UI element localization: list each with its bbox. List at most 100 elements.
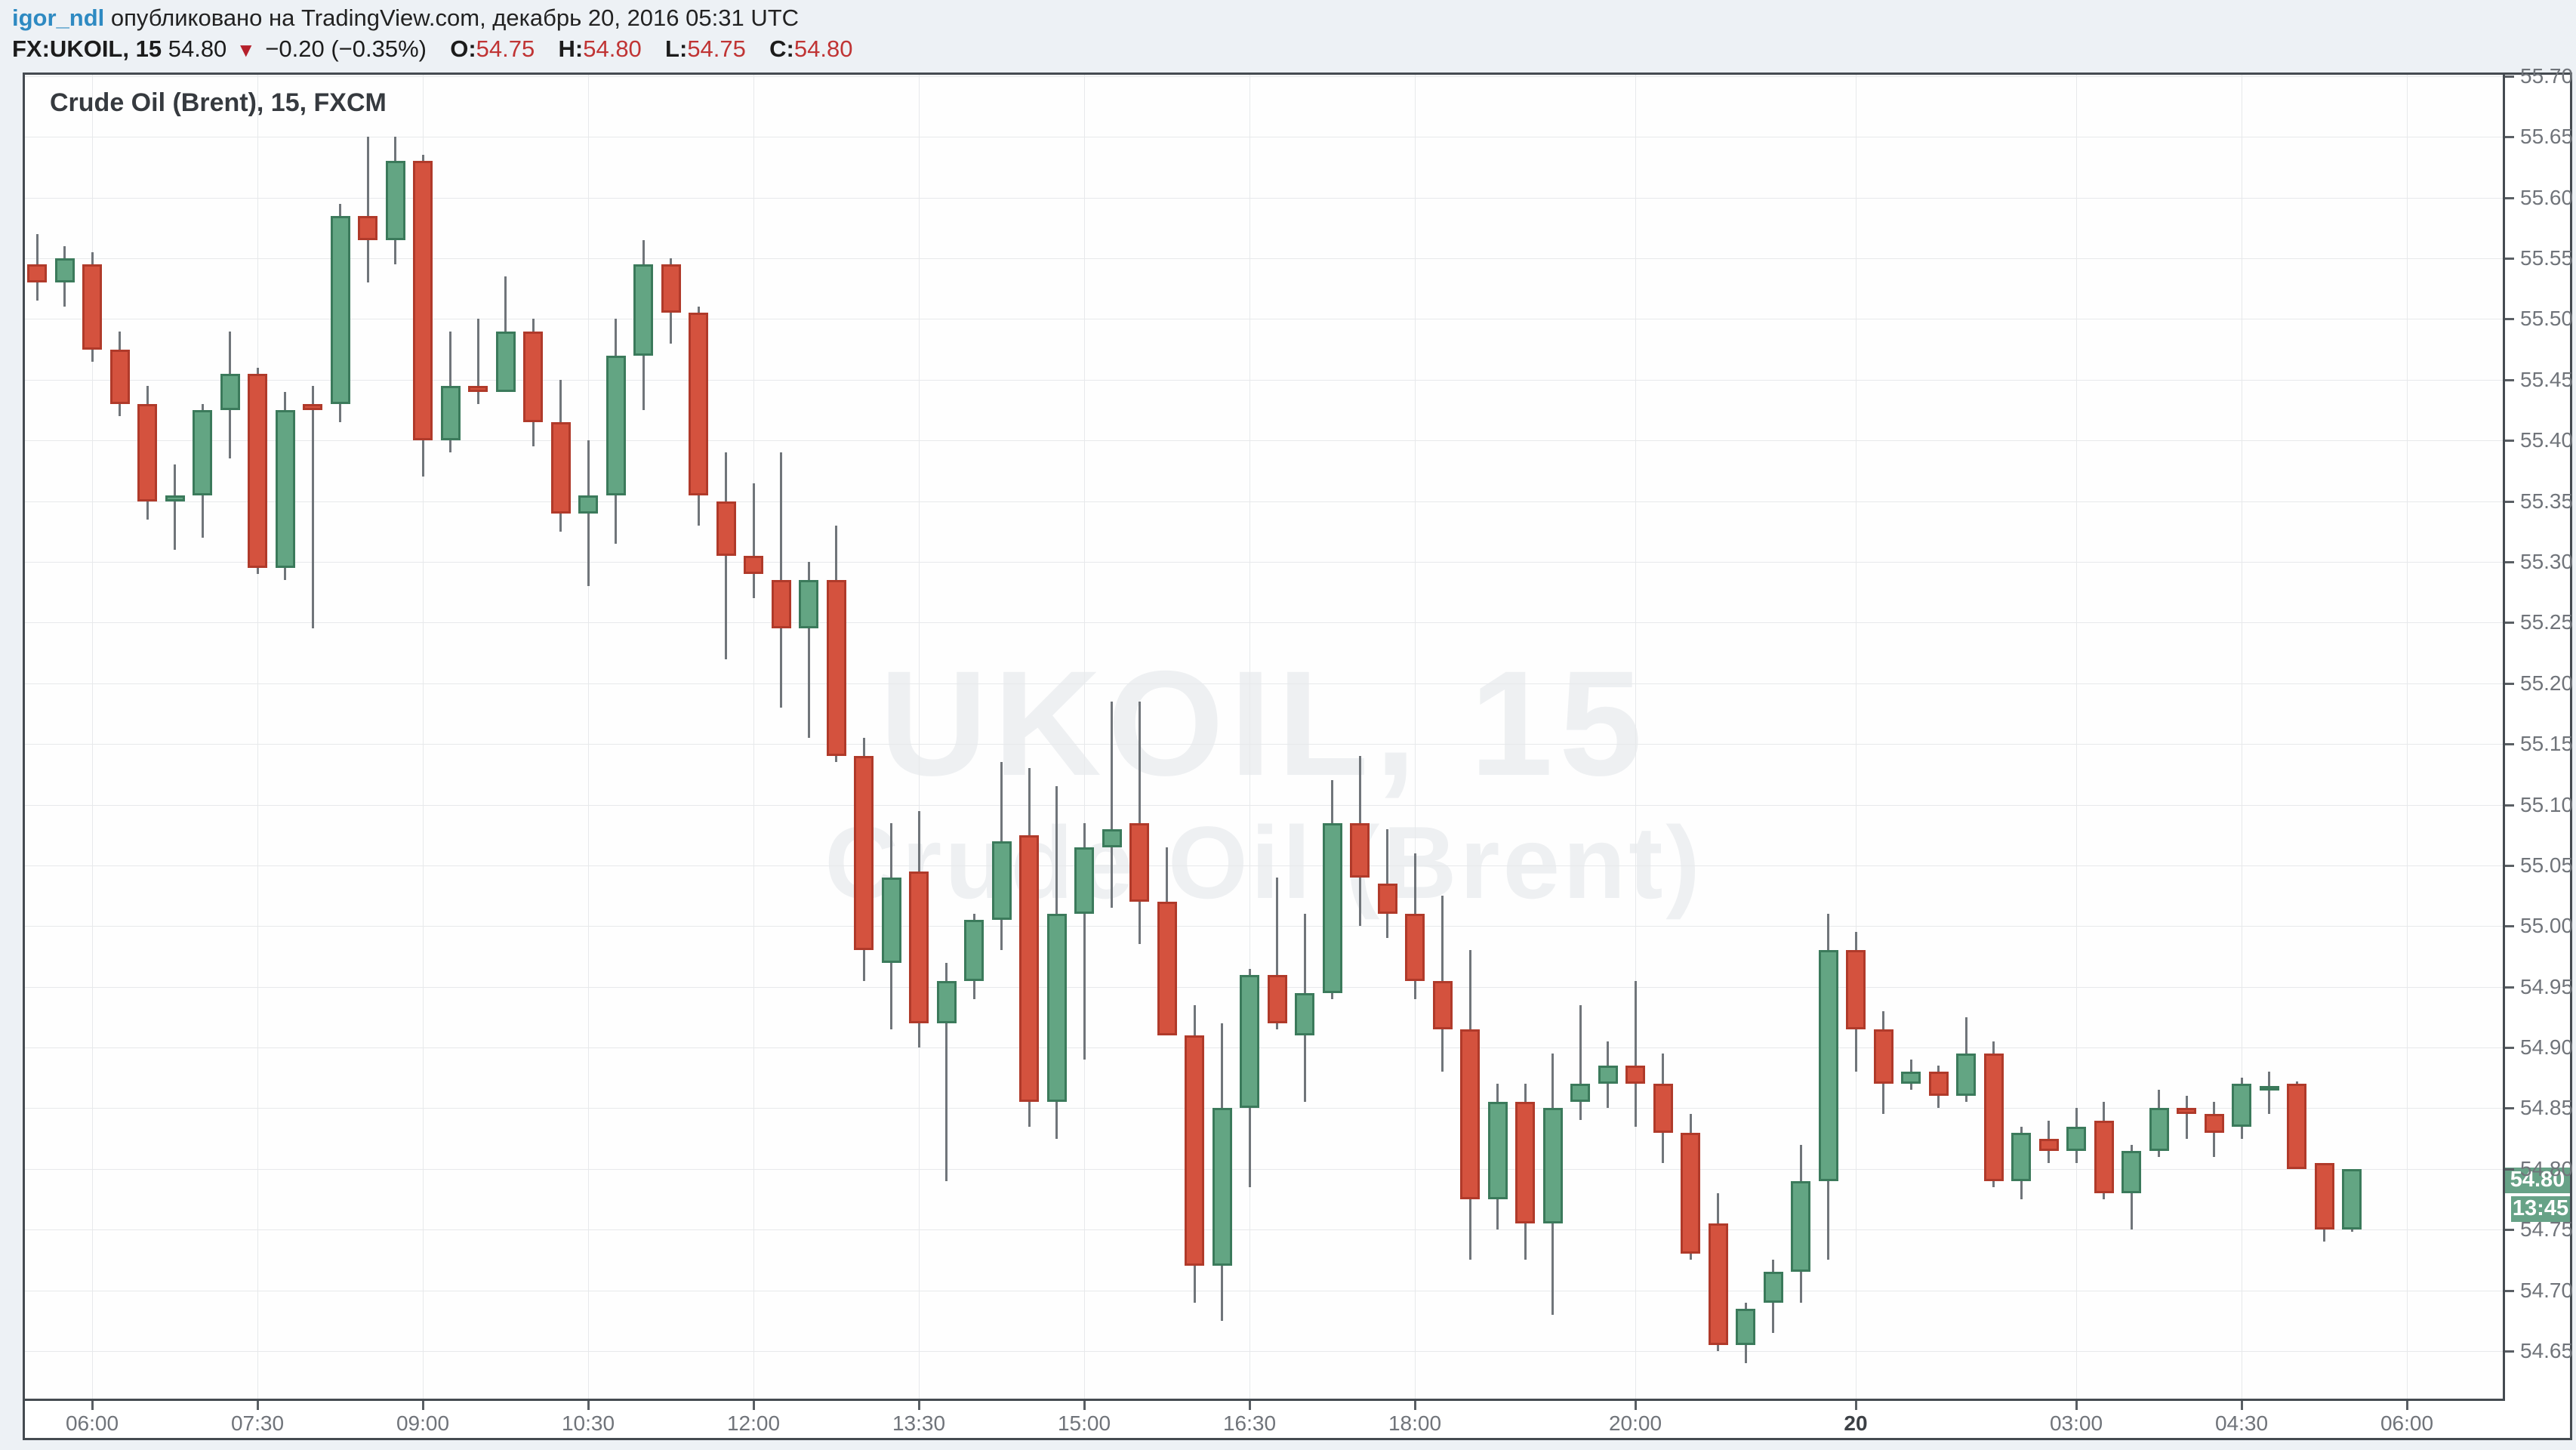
v-gridline <box>257 75 258 1399</box>
chart-frame: UKOIL, 15 Crude Oil (Brent) Crude Oil (B… <box>23 64 2574 1440</box>
candle-down <box>909 871 929 1023</box>
v-gridline <box>1084 75 1085 1399</box>
price-tick <box>2505 136 2514 139</box>
candle-up <box>275 410 295 569</box>
price-tick <box>2505 1229 2514 1232</box>
candle-down <box>1873 1029 1893 1084</box>
time-tick <box>257 1401 259 1410</box>
candle-up <box>220 373 240 411</box>
price-tick <box>2505 804 2514 807</box>
h-gridline <box>25 1108 2503 1109</box>
candle-wick <box>366 137 369 283</box>
candle-down <box>716 501 736 556</box>
time-tick-label: 16:30 <box>1222 1411 1277 1435</box>
price-tick <box>2505 561 2514 563</box>
h-gridline <box>25 562 2503 563</box>
candle-down <box>1019 835 1039 1103</box>
time-tick-label: 03:00 <box>2049 1411 2103 1435</box>
candle-up <box>1901 1072 1921 1084</box>
time-tick <box>1414 1401 1416 1410</box>
candle-down <box>1460 1029 1480 1199</box>
last-price: 54.80 <box>168 35 227 62</box>
time-tick <box>2406 1401 2408 1410</box>
candle-down <box>1432 980 1453 1029</box>
price-tick-label: 55.65 <box>2520 125 2574 149</box>
price-tick <box>2505 500 2514 503</box>
candle-up <box>1074 847 1094 915</box>
candle-down <box>1653 1084 1673 1133</box>
time-axis[interactable]: 06:00 07:30 09:00 10:30 12:00 13:30 15:00 16:30… <box>25 1401 2505 1438</box>
time-tick-label: 18:00 <box>1388 1411 1442 1435</box>
h-gridline <box>25 258 2503 260</box>
time-tick-label: 20 <box>1844 1411 1868 1435</box>
time-tick-label: 09:00 <box>396 1411 450 1435</box>
candle-up <box>991 841 1012 921</box>
low-value: 54.75 <box>687 35 746 62</box>
time-tick <box>91 1401 94 1410</box>
time-tick <box>1249 1401 1251 1410</box>
candle-down <box>550 422 571 514</box>
time-tick <box>2075 1401 2078 1410</box>
username-link[interactable]: igor_ndl <box>12 5 105 31</box>
candle-down <box>413 161 433 441</box>
candle-up <box>1102 828 1122 847</box>
price-tick <box>2505 318 2514 321</box>
candle-up <box>2011 1132 2031 1181</box>
candle-down <box>468 385 488 392</box>
candle-wick <box>1634 980 1637 1127</box>
h-gridline <box>25 1047 2503 1049</box>
time-tick <box>422 1401 424 1410</box>
candle-down <box>689 313 708 495</box>
h-gridline <box>25 1168 2503 1170</box>
price-tick <box>2505 1047 2514 1050</box>
price-tick-label: 55.25 <box>2520 610 2574 634</box>
price-tick-label: 54.95 <box>2520 974 2574 998</box>
candle-down <box>2287 1084 2306 1169</box>
candle-down <box>248 373 267 569</box>
price-tick-label: 55.15 <box>2520 732 2574 756</box>
v-gridline <box>423 75 424 1399</box>
candle-down <box>1405 914 1425 981</box>
candle-down <box>2038 1138 2059 1151</box>
candle-up <box>1570 1084 1590 1103</box>
price-axis[interactable]: 54.80 13:45 55.70 55.65 55.60 55.55 55.50 55.… <box>2505 64 2574 1438</box>
candle-up <box>799 580 818 629</box>
watermark-description: Crude Oil (Brent) <box>824 805 1703 920</box>
v-gridline <box>1249 75 1250 1399</box>
price-tick-label: 55.10 <box>2520 792 2574 816</box>
candle-down <box>1377 884 1397 915</box>
candle-down <box>1129 822 1149 902</box>
candle-wick <box>807 562 810 739</box>
time-tick-label: 13:30 <box>892 1411 946 1435</box>
price-tick-label: 54.65 <box>2520 1338 2574 1362</box>
candle-wick <box>1276 877 1278 1029</box>
candle-up <box>495 331 516 392</box>
candle-down <box>854 756 874 951</box>
price-tick-label: 55.35 <box>2520 489 2574 513</box>
candle-up <box>1240 974 1259 1109</box>
candle-down <box>27 264 47 283</box>
price-tick <box>2505 1350 2514 1353</box>
high-label: H: <box>558 35 584 62</box>
watermark-symbol: UKOIL, 15 <box>879 640 1649 807</box>
chart-plot-area[interactable]: UKOIL, 15 Crude Oil (Brent) Crude Oil (B… <box>25 75 2505 1401</box>
price-tick-label: 55.50 <box>2520 307 2574 331</box>
price-tick-label: 55.00 <box>2520 914 2574 938</box>
candle-up <box>1487 1102 1508 1199</box>
candle-up <box>1295 992 1314 1035</box>
price-tick-label: 55.70 <box>2520 63 2574 88</box>
time-tick <box>587 1401 590 1410</box>
bar-countdown-badge: 13:45 <box>2511 1195 2570 1222</box>
candle-up <box>936 980 957 1023</box>
candle-down <box>1708 1223 1728 1345</box>
v-gridline <box>2407 75 2408 1399</box>
v-gridline <box>1856 75 1857 1399</box>
candle-down <box>1625 1066 1645 1084</box>
candle-up <box>2122 1150 2141 1193</box>
candle-up <box>1791 1180 1810 1273</box>
time-tick-label: 12:00 <box>726 1411 781 1435</box>
price-tick <box>2505 986 2514 989</box>
low-label: L: <box>665 35 688 62</box>
candle-wick <box>311 385 314 629</box>
candle-wick <box>2268 1072 2270 1115</box>
